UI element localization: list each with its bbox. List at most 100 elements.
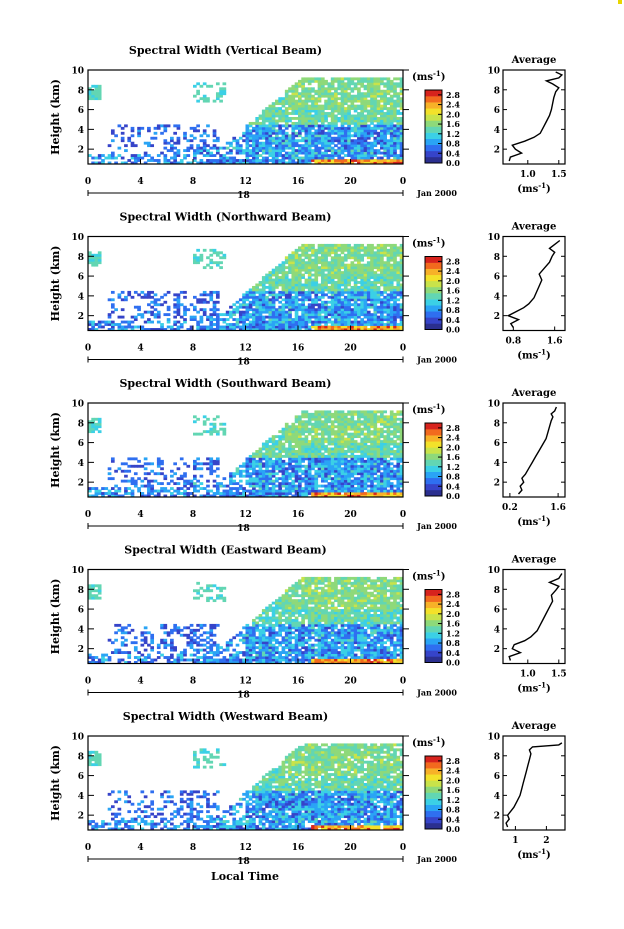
heatmap-cell: [320, 126, 325, 130]
heatmap-cell: [314, 159, 319, 162]
heatmap-cell: [156, 154, 161, 157]
heatmap-cell: [380, 243, 384, 247]
heatmap-cell: [376, 462, 381, 466]
heatmap-cell: [255, 454, 260, 458]
heatmap-cell: [357, 243, 361, 247]
heatmap-cell: [288, 290, 292, 294]
heatmap-cell: [380, 134, 384, 138]
heatmap-cell: [363, 84, 368, 88]
heatmap-cell: [396, 126, 401, 130]
heatmap-cell: [386, 109, 391, 113]
heatmap-cell: [245, 308, 250, 312]
x-tick-label: 8: [190, 177, 196, 187]
heatmap-cell: [327, 427, 332, 431]
heatmap-cell: [380, 92, 384, 96]
heatmap-cell: [104, 156, 109, 160]
heatmap-cell: [366, 462, 371, 466]
colorbar-tick-label: 0.4: [446, 148, 460, 158]
heatmap-cell: [278, 112, 282, 115]
heatmap-cell: [304, 437, 309, 441]
heatmap-cell: [271, 315, 276, 319]
heatmap-cell: [334, 450, 338, 453]
heatmap-cell: [357, 447, 361, 451]
heatmap-cell: [337, 325, 342, 329]
y-tick-label: 6: [78, 106, 84, 116]
heatmap-cell: [317, 445, 322, 448]
heatmap-cell: [311, 124, 315, 128]
heatmap-cell: [114, 156, 118, 160]
heatmap-cell: [324, 114, 328, 118]
heatmap-cell: [370, 112, 374, 115]
heatmap-cell: [347, 323, 351, 326]
heatmap-cell: [206, 154, 210, 157]
heatmap-cell: [176, 328, 181, 331]
heatmap-cell: [330, 437, 335, 441]
heatmap-cell: [153, 494, 158, 497]
heatmap-cell: [366, 149, 371, 153]
heatmap-cell: [196, 325, 200, 329]
heatmap-cell: [337, 440, 342, 443]
heatmap-cell: [301, 452, 305, 456]
heatmap-cell: [324, 462, 328, 466]
heatmap-cell: [281, 494, 286, 497]
heatmap-cell: [94, 89, 99, 93]
heatmap-cell: [291, 494, 296, 497]
heatmap-cell: [212, 469, 217, 473]
heatmap-cell: [360, 293, 365, 297]
heatmap-cell: [311, 427, 315, 431]
heatmap-cell: [261, 290, 266, 294]
heatmap-cell: [88, 251, 92, 255]
heatmap-cell: [376, 467, 381, 471]
heatmap-cell: [327, 129, 332, 133]
average-y-tick-label: 4: [494, 292, 500, 302]
heatmap-cell: [350, 410, 355, 414]
heatmap-cell: [209, 295, 214, 299]
heatmap-cell: [363, 117, 368, 120]
heatmap-cell: [294, 479, 299, 483]
heatmap-cell: [376, 487, 381, 490]
heatmap-cell: [383, 159, 387, 162]
heatmap-cell: [235, 492, 240, 495]
heatmap-cell: [242, 469, 246, 473]
heatmap-cell: [376, 427, 381, 431]
heatmap-cell: [373, 82, 378, 86]
heatmap-cell: [170, 479, 174, 483]
heatmap-cell: [373, 472, 378, 476]
heatmap-cell: [393, 146, 397, 150]
heatmap-cell: [307, 320, 312, 324]
heatmap-cell: [97, 256, 102, 260]
heatmap-cell: [396, 94, 401, 98]
heatmap-cell: [268, 305, 273, 309]
heatmap-cell: [232, 159, 237, 162]
heatmap-cell: [219, 328, 223, 331]
heatmap-cell: [376, 494, 381, 497]
heatmap-cell: [380, 315, 384, 319]
heatmap-cell: [334, 283, 338, 287]
heatmap-cell: [215, 313, 220, 317]
heatmap-cell: [219, 492, 223, 495]
heatmap-cell: [91, 161, 95, 164]
heatmap-cell: [255, 484, 260, 488]
heatmap-cell: [156, 303, 161, 307]
heatmap-cell: [219, 251, 223, 255]
heatmap-cell: [340, 263, 345, 267]
heatmap-cell: [288, 283, 292, 287]
heatmap-cell: [307, 99, 312, 103]
heatmap-cell: [347, 246, 351, 250]
heatmap-cell: [360, 442, 365, 446]
heatmap-cell: [156, 310, 161, 314]
heatmap-cell: [311, 484, 315, 488]
heatmap-cell: [163, 474, 168, 478]
heatmap-cell: [271, 146, 276, 150]
heatmap-cell: [340, 131, 345, 135]
heatmap-cell: [245, 141, 250, 145]
heatmap-cell: [324, 89, 328, 93]
heatmap-cell: [399, 303, 403, 307]
heatmap-cell: [215, 489, 220, 493]
heatmap-cell: [88, 328, 92, 331]
heatmap-cell: [202, 146, 207, 150]
heatmap-cell: [307, 308, 312, 312]
heatmap-cell: [281, 308, 286, 312]
heatmap-cell: [307, 87, 312, 91]
heatmap-cell: [353, 308, 358, 312]
